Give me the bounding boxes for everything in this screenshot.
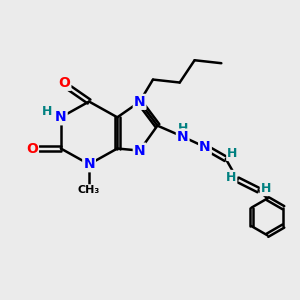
Text: CH₃: CH₃ bbox=[78, 185, 100, 195]
Text: N: N bbox=[177, 130, 188, 144]
Text: N: N bbox=[55, 110, 67, 124]
Text: O: O bbox=[26, 142, 38, 155]
Text: H: H bbox=[227, 147, 238, 160]
Text: H: H bbox=[226, 171, 236, 184]
Text: O: O bbox=[58, 76, 70, 90]
Text: N: N bbox=[134, 144, 146, 158]
Text: H: H bbox=[41, 106, 52, 118]
Text: H: H bbox=[261, 182, 271, 195]
Text: H: H bbox=[178, 122, 188, 135]
Text: N: N bbox=[199, 140, 211, 154]
Text: N: N bbox=[134, 95, 146, 109]
Text: N: N bbox=[83, 157, 95, 171]
